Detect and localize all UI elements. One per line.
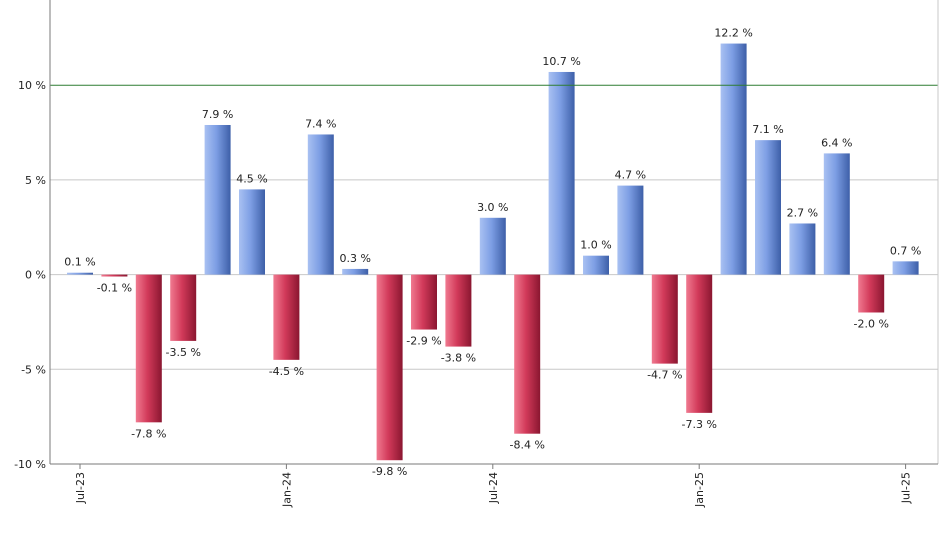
x-tick-label: Jul-23 xyxy=(74,472,87,504)
x-tick-label: Jan-25 xyxy=(693,472,706,508)
bar xyxy=(686,274,713,413)
bar-value-label: -0.1 % xyxy=(97,282,132,295)
bar xyxy=(273,274,300,360)
bar xyxy=(514,274,541,434)
bar-value-label: -8.4 % xyxy=(509,439,544,452)
bar xyxy=(548,71,575,275)
bar-value-label: -3.8 % xyxy=(441,352,476,365)
bar-value-label: -4.5 % xyxy=(269,365,304,378)
bar-value-label: 6.4 % xyxy=(821,136,852,149)
bar-value-label: -7.3 % xyxy=(681,418,716,431)
y-tick-label: -5 % xyxy=(21,363,46,376)
bar xyxy=(617,185,644,275)
y-tick-label: 5 % xyxy=(25,174,46,187)
bar xyxy=(411,274,437,330)
y-tick-label: -10 % xyxy=(14,458,46,471)
bar-value-label: -2.9 % xyxy=(406,335,441,348)
bar-value-label: 7.1 % xyxy=(752,123,783,136)
bar xyxy=(204,124,231,275)
bar xyxy=(445,274,472,347)
bar xyxy=(479,217,506,275)
bars-layer xyxy=(67,43,919,461)
bar-value-label: 10.7 % xyxy=(542,55,580,68)
bar-value-label: -3.5 % xyxy=(165,346,200,359)
bar-value-label: 0.7 % xyxy=(890,244,921,257)
bar xyxy=(67,272,93,275)
bar-value-label: -4.7 % xyxy=(647,369,682,382)
bar-value-label: 12.2 % xyxy=(714,27,752,40)
data-labels-layer: 0.1 %-0.1 % -7.8 % -3.5 % 7.9 % 4.5 % -4.5 % 7… xyxy=(64,27,921,479)
axis-layer: 10 % 5 % 0 % -5 % -10 % Jul-23 Jan-24 Jul-24 Jan… xyxy=(14,0,939,508)
bar xyxy=(376,274,403,461)
bar-value-label: -9.8 % xyxy=(372,465,407,478)
bar xyxy=(101,274,128,277)
bar-value-label: 4.7 % xyxy=(615,169,646,182)
bar xyxy=(651,274,678,364)
bar-value-label: 3.0 % xyxy=(477,201,508,214)
bar-value-label: 0.1 % xyxy=(64,256,95,269)
bar xyxy=(858,274,885,313)
bar xyxy=(755,140,781,275)
bar xyxy=(583,255,609,275)
bar xyxy=(239,189,265,275)
bar xyxy=(342,268,369,275)
bar xyxy=(720,43,747,275)
y-tick-label: 0 % xyxy=(25,269,46,282)
bar xyxy=(823,153,850,275)
bar-value-label: 4.5 % xyxy=(236,172,267,185)
bar-value-label: -2.0 % xyxy=(853,317,888,330)
bar xyxy=(170,274,197,341)
bar xyxy=(307,134,334,275)
bar xyxy=(892,261,919,275)
x-tick-label: Jul-24 xyxy=(487,472,500,504)
bar xyxy=(135,274,162,423)
x-tick-label: Jan-24 xyxy=(280,472,293,508)
y-tick-label: 10 % xyxy=(18,79,46,92)
bar xyxy=(789,223,816,275)
bar-value-label: 2.7 % xyxy=(787,206,818,219)
bar-value-label: -7.8 % xyxy=(131,427,166,440)
bar-value-label: 1.0 % xyxy=(580,239,611,252)
bar-value-label: 0.3 % xyxy=(339,252,370,265)
bar-value-label: 7.9 % xyxy=(202,108,233,121)
bar-value-label: 7.4 % xyxy=(305,117,336,130)
x-tick-label: Jul-25 xyxy=(900,472,913,504)
